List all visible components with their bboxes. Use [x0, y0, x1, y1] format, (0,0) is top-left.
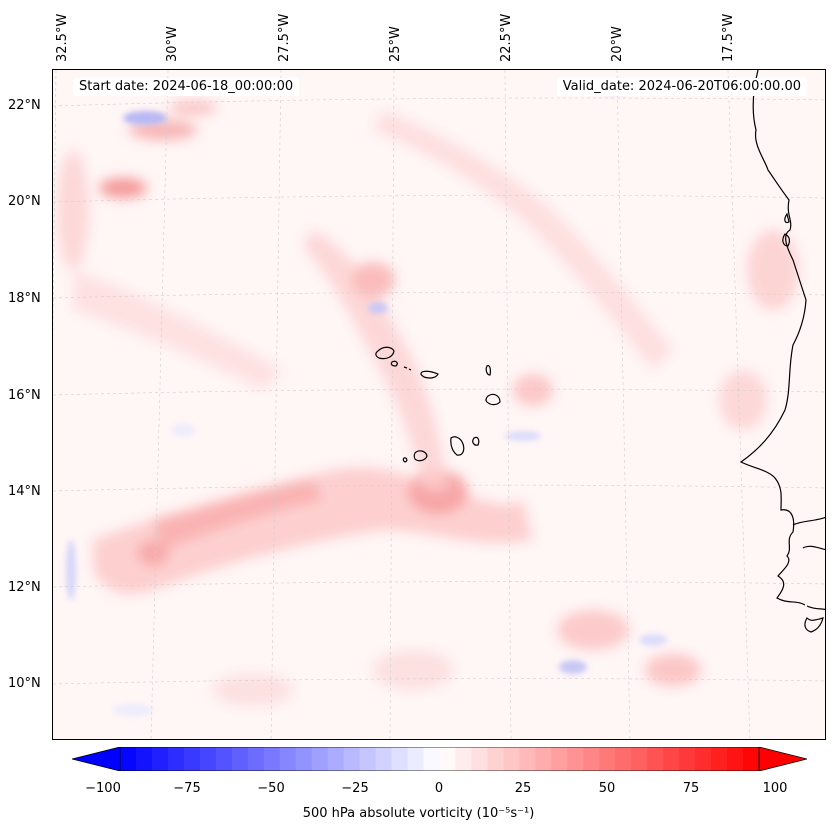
colorbar-segment [519, 747, 536, 771]
colorbar-segment [423, 747, 440, 771]
colorbar-tick-label: 25 [514, 781, 532, 796]
lon-label: 20°W [610, 26, 625, 62]
colorbar-segment [647, 747, 664, 771]
colorbar-segment [695, 747, 712, 771]
lat-label: 20°N [8, 194, 41, 209]
variable-name: 500 hPa absolute vorticity [302, 806, 473, 821]
lon-label: 22.5°W [499, 13, 514, 62]
colorbar-segment [727, 747, 744, 771]
colorbar-segment [263, 747, 281, 771]
colorbar-segment [279, 747, 297, 771]
colorbar-segment [183, 747, 201, 771]
colorbar-tick-label: 50 [598, 781, 616, 796]
colorbar-tick-label: −75 [173, 781, 201, 796]
lat-label: 10°N [8, 676, 41, 691]
colorbar-segment [615, 747, 632, 771]
colorbar-tick-label: 100 [762, 781, 788, 796]
colorbar-segment [503, 747, 520, 771]
valid-date-label: Valid_date: 2024-06-20T06:00:00.00 [556, 78, 807, 96]
colorbar-segment [407, 747, 425, 771]
lat-label: 16°N [8, 388, 41, 403]
colorbar-segment [583, 747, 600, 771]
colorbar-segment [231, 747, 249, 771]
colorbar [72, 747, 807, 771]
colorbar-min-extension [72, 747, 121, 771]
colorbar-segment [551, 747, 568, 771]
colorbar-segment [167, 747, 185, 771]
field-background [53, 70, 825, 739]
colorbar-segment [471, 747, 488, 771]
colorbar-segment [327, 747, 345, 771]
colorbar-segment [120, 747, 137, 771]
colorbar-segment [631, 747, 648, 771]
start-date-label: Start date: 2024-06-18_00:00:00 [73, 78, 300, 96]
colorbar-segment [679, 747, 696, 771]
colorbar-tick-label: −25 [341, 781, 369, 796]
colorbar-tick-label: 75 [682, 781, 700, 796]
units-label: (10⁻⁵s⁻¹) [476, 806, 535, 821]
colorbar-segment [151, 747, 169, 771]
lat-label: 12°N [8, 580, 41, 595]
colorbar-segment [199, 747, 217, 771]
lat-label: 18°N [8, 291, 41, 306]
map-panel: Start date: 2024-06-18_00:00:00 Valid_da… [52, 69, 826, 740]
cape-verde-islands [375, 346, 501, 463]
colorbar-segment [295, 747, 313, 771]
longitude-labels: 32.5°W 30°W 27.5°W 25°W 22.5°W 20°W 17.5… [0, 0, 837, 70]
vorticity-field [53, 70, 825, 739]
colorbar-segment [391, 747, 409, 771]
colorbar-segment [663, 747, 680, 771]
colorbar-segment [743, 747, 760, 771]
colorbar-segment [535, 747, 552, 771]
lon-label: 32.5°W [55, 13, 70, 62]
colorbar-segment [487, 747, 504, 771]
colorbar-segment [215, 747, 233, 771]
colorbar-max-extension [758, 747, 807, 771]
colorbar-segment [455, 747, 472, 771]
coastline [739, 70, 825, 633]
lon-label: 27.5°W [277, 13, 292, 62]
lat-label: 14°N [8, 484, 41, 499]
colorbar-segment [599, 747, 616, 771]
colorbar-outline [119, 747, 760, 771]
graticule [53, 70, 825, 739]
lon-label: 17.5°W [721, 13, 736, 62]
colorbar-segment [567, 747, 584, 771]
colorbar-segment [343, 747, 361, 771]
lon-label: 30°W [165, 26, 180, 62]
colorbar-segment [359, 747, 377, 771]
colorbar-segment [375, 747, 393, 771]
colorbar-segment [135, 747, 153, 771]
colorbar-tick-label: −50 [257, 781, 285, 796]
colorbar-tick-label: 0 [434, 781, 444, 796]
colorbar-segment [311, 747, 329, 771]
colorbar-segments [120, 747, 760, 771]
colorbar-tick-label: −100 [85, 781, 121, 796]
lon-label: 25°W [388, 26, 403, 62]
colorbar-segment [439, 747, 456, 771]
colorbar-title: 500 hPa absolute vorticity (10⁻⁵s⁻¹) [0, 806, 837, 821]
lat-label: 22°N [8, 98, 41, 113]
colorbar-segment [247, 747, 265, 771]
colorbar-segment [711, 747, 728, 771]
positive-vorticity-regions [57, 101, 799, 706]
